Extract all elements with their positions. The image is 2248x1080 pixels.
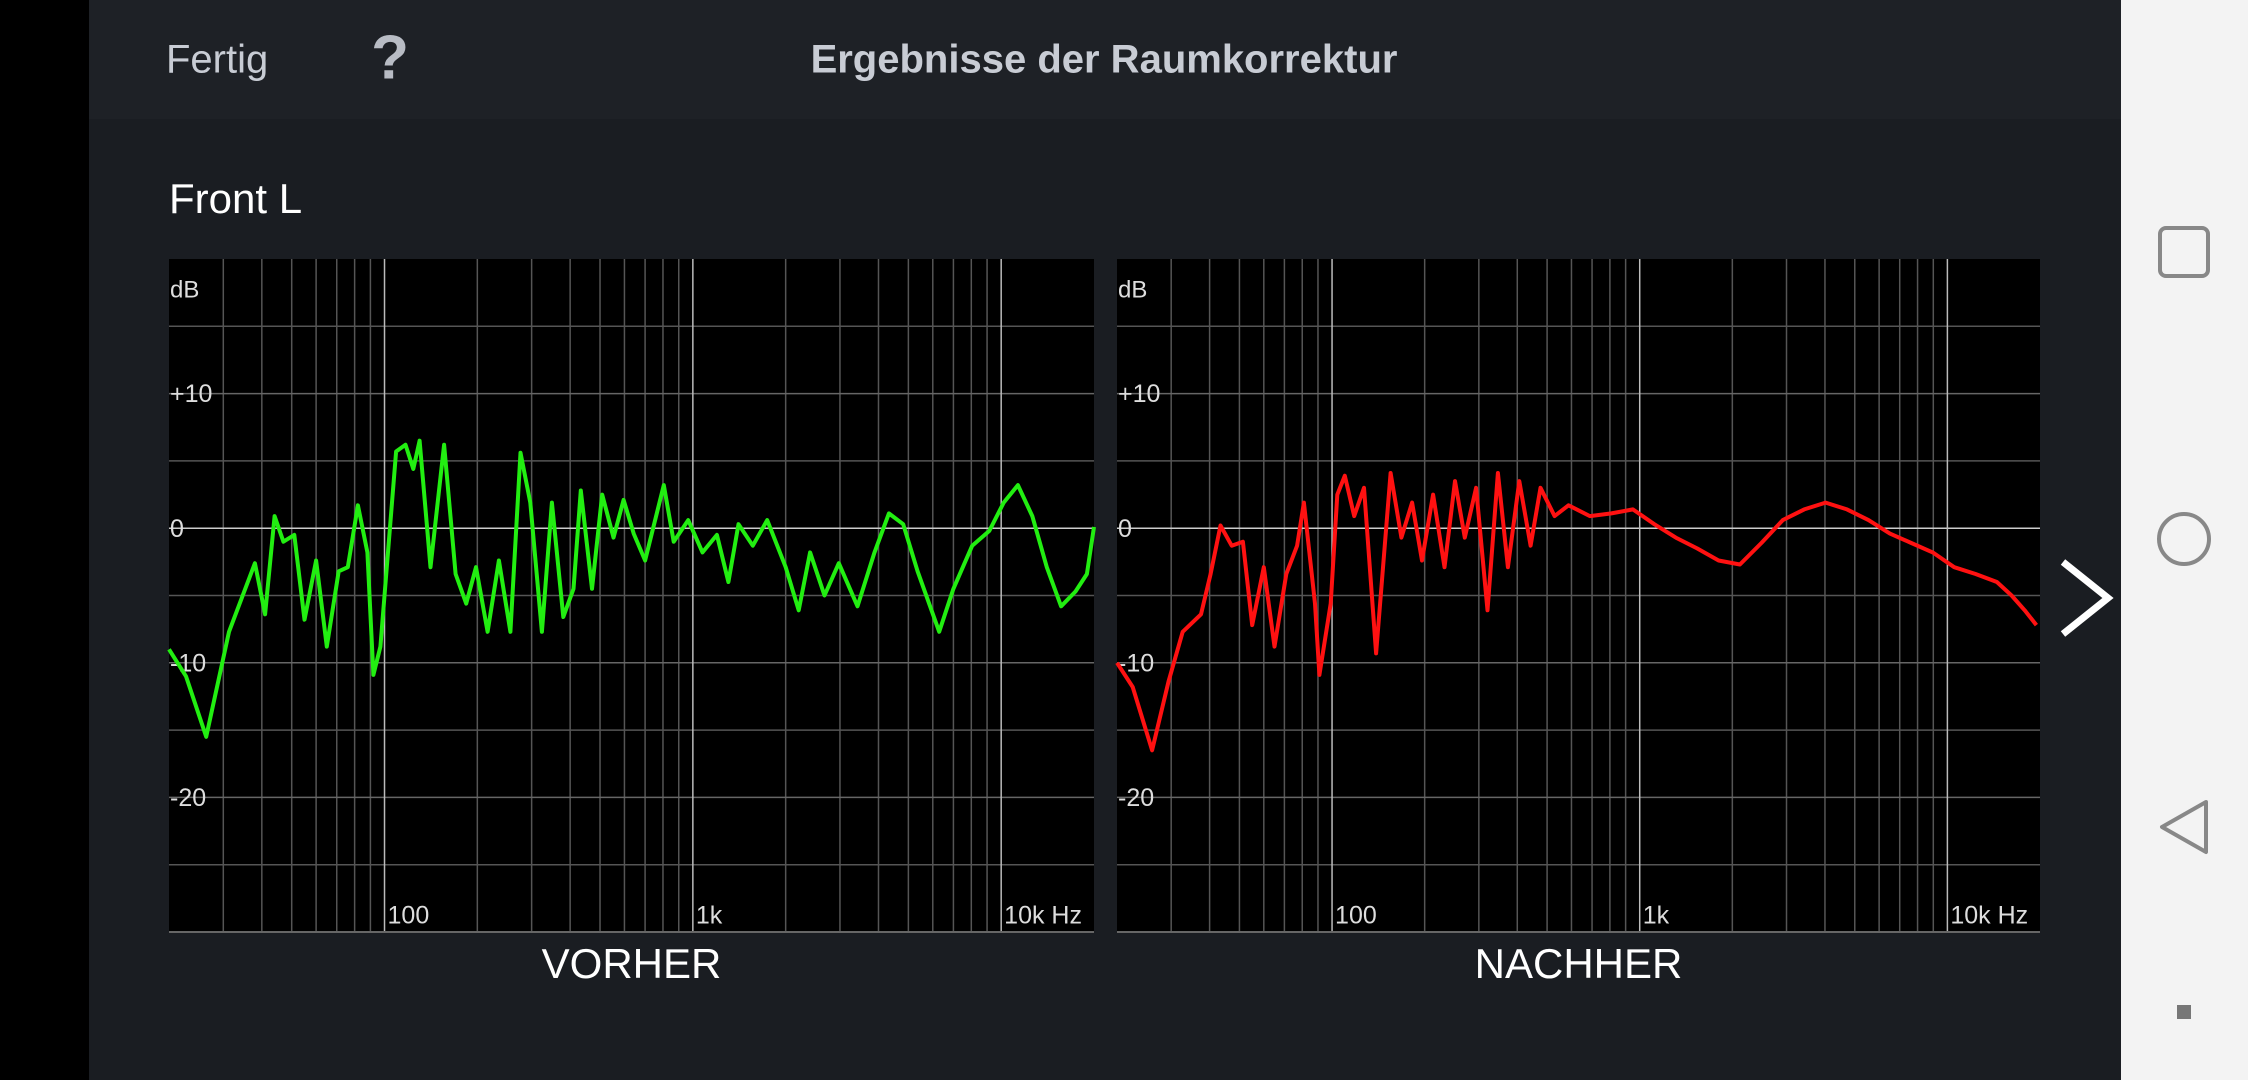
x-tick-label: 10k Hz: [1950, 902, 2028, 930]
done-button[interactable]: Fertig: [166, 38, 268, 82]
y-unit-label: dB: [1118, 276, 1147, 303]
response-curve: [1115, 471, 2038, 753]
nav-bar: [2121, 0, 2248, 1080]
left-strip: [0, 0, 89, 1080]
response-curve: [167, 438, 1096, 739]
channel-label: Front L: [169, 175, 302, 222]
nav-indicator: [2177, 1005, 2191, 1019]
x-tick-label: 1k: [696, 902, 723, 930]
y-unit-label: dB: [170, 276, 199, 303]
y-tick-label: +10: [170, 380, 212, 408]
y-tick-label: -10: [170, 649, 206, 677]
x-tick-label: 100: [388, 902, 430, 930]
y-tick-label: -20: [1118, 784, 1154, 812]
recents-button[interactable]: [2158, 226, 2210, 278]
x-tick-label: 10k Hz: [1004, 902, 1082, 930]
header-bar: [89, 0, 2121, 119]
page-title: Ergebnisse der Raumkorrektur: [811, 38, 1398, 82]
y-tick-label: 0: [1118, 515, 1132, 543]
x-tick-label: 100: [1335, 902, 1377, 930]
x-tick-label: 1k: [1643, 902, 1670, 930]
back-button[interactable]: [2160, 800, 2208, 854]
chart-caption: NACHHER: [1475, 940, 1683, 987]
y-tick-label: 0: [170, 515, 184, 543]
y-tick-label: +10: [1118, 380, 1160, 408]
next-arrow[interactable]: [2060, 559, 2114, 637]
y-tick-label: -20: [170, 784, 206, 812]
home-button[interactable]: [2157, 512, 2211, 566]
chart-caption: VORHER: [542, 940, 722, 987]
help-button[interactable]: ?: [371, 23, 409, 92]
